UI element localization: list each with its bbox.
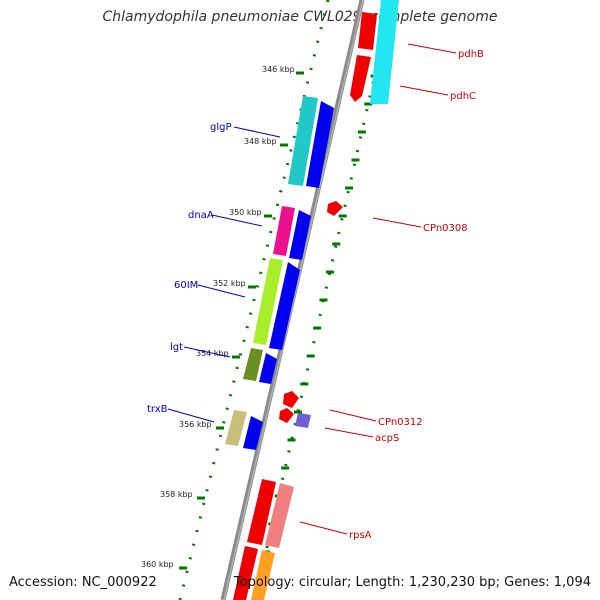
gene-block-acpS[interactable]: [295, 413, 311, 428]
gene-block-CPn0308[interactable]: [327, 201, 343, 216]
tick-label: 348 kbp: [244, 137, 277, 146]
accession-text: Accession: NC_000922: [9, 575, 157, 590]
tick-label: 346 kbp: [262, 65, 295, 74]
gene-block-bottom-red[interactable]: [233, 546, 258, 600]
gene-block-60IM-green[interactable]: [253, 258, 283, 345]
gene-block-pdhB-cyan[interactable]: [370, 0, 399, 104]
tick-label: 358 kbp: [160, 490, 193, 499]
label-leader-line: [299, 521, 348, 535]
genome-backbone-highlight: [223, 0, 364, 600]
tick-label: 360 kbp: [141, 560, 174, 569]
tick-label: 350 kbp: [229, 208, 262, 217]
gene-label[interactable]: pdhC: [450, 91, 476, 102]
gene-block-60IM[interactable]: [269, 262, 300, 350]
label-leader-line: [211, 214, 263, 227]
label-leader-line: [329, 409, 377, 422]
label-leader-line: [399, 85, 449, 96]
label-leader-line: [324, 427, 374, 438]
gene-label[interactable]: rpsA: [349, 530, 372, 541]
gene-block-trxB[interactable]: [243, 416, 263, 450]
gene-label[interactable]: CPn0312: [378, 417, 423, 428]
gene-label[interactable]: CPn0308: [423, 223, 468, 234]
map-title: Chlamydophila pneumoniae CWL029, complet…: [102, 9, 498, 25]
gene-block-rpsA-red[interactable]: [247, 479, 276, 545]
gene-block-glgP[interactable]: [306, 101, 334, 188]
gene-block-pdhC[interactable]: [350, 55, 371, 102]
gene-label[interactable]: pdhB: [458, 49, 484, 60]
gene-label[interactable]: glgP: [210, 122, 232, 133]
gene-label[interactable]: trxB: [147, 404, 168, 415]
gene-block-rpsA-pink[interactable]: [265, 483, 294, 548]
gene-label[interactable]: 60IM: [174, 280, 198, 291]
label-leader-line: [233, 126, 281, 138]
tick-label: 356 kbp: [179, 420, 212, 429]
tick-label: 352 kbp: [213, 279, 246, 288]
gene-label[interactable]: acpS: [375, 433, 399, 444]
gene-block-glgP-cyan[interactable]: [288, 96, 318, 186]
tick-ring-outer: [178, 0, 330, 600]
label-leader-line: [372, 217, 422, 228]
label-leader-line: [197, 284, 246, 298]
gene-labels: glgP dnaA 60IM lgt trxB pdhB pdhC CPn0308 CPn031…: [147, 43, 484, 541]
summary-text: Topology: circular; Length: 1,230,230 bp…: [233, 575, 591, 590]
gene-block-bottom-orange[interactable]: [251, 550, 275, 600]
gene-block-CPn0312-a[interactable]: [283, 391, 299, 408]
gene-block-dnaA[interactable]: [289, 210, 311, 260]
label-leader-line: [167, 408, 215, 423]
gene-block-lgt-olive[interactable]: [243, 348, 263, 381]
label-leader-line: [183, 346, 231, 358]
gene-block-dnaA-magenta[interactable]: [273, 206, 295, 256]
gene-block-pdhB[interactable]: [358, 12, 377, 50]
label-leader-line: [407, 43, 457, 54]
gene-label[interactable]: dnaA: [188, 210, 214, 221]
gene-block-CPn0312-b[interactable]: [279, 408, 294, 423]
gene-block-lgt[interactable]: [259, 353, 277, 384]
gene-block-trxB-khaki[interactable]: [225, 410, 247, 446]
gene-label[interactable]: lgt: [170, 342, 183, 353]
